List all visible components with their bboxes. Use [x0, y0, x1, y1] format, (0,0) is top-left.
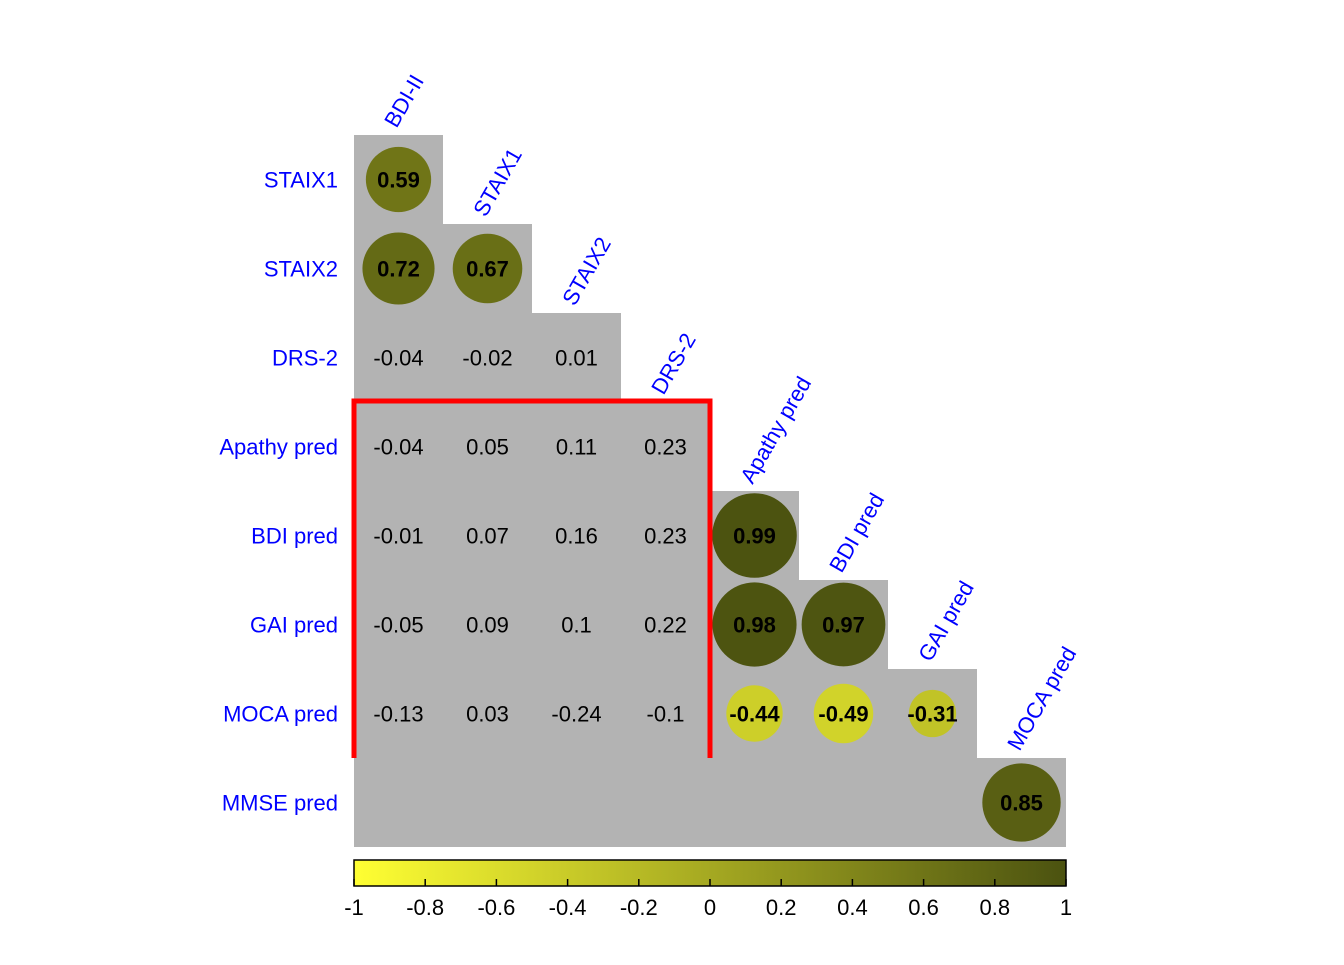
colorbar-tick-label: 0: [704, 895, 716, 920]
cell-moca-pred-gai-pred-circle: [908, 689, 957, 738]
cell-bdi-pred-apathy-pred-circle: [712, 493, 797, 578]
colorbar: -1 -0.8 -0.6 -0.4 -0.2 0 0.2 0.4 0.6 0.8 1: [344, 859, 1072, 920]
cell-moca-pred-staix2-label: -0.24: [551, 702, 601, 727]
column-label-gai-pred: GAI pred: [913, 577, 979, 666]
colorbar-tick-label: -0.6: [477, 895, 515, 920]
cell-gai-pred-bdi-pred-label: 0.97: [822, 613, 865, 638]
colorbar-tick-label: 0.4: [837, 895, 868, 920]
cell-moca-pred-gai-pred-label: -0.31: [907, 702, 957, 727]
column-label-staix2: STAIX2: [557, 233, 616, 310]
row-background-gai-pred: [354, 580, 888, 669]
cell-staix1-bdi-ii-label: 0.59: [377, 168, 420, 193]
highlight-bracket: [351, 398, 713, 758]
row-label-staix2: STAIX2: [264, 257, 338, 282]
colorbar-tick-label: 0.2: [766, 895, 797, 920]
cell-staix2-staix1-circle: [452, 233, 523, 304]
cell-moca-pred-drs-2-label: -0.1: [647, 702, 685, 727]
cell-drs-2-staix2-label: 0.01: [555, 346, 598, 371]
cell-staix2-bdi-ii-label: 0.72: [377, 257, 420, 282]
column-label-bdi-pred: BDI pred: [824, 489, 889, 577]
cell-moca-pred-apathy-pred-label: -0.44: [729, 702, 780, 727]
colorbar-tick-label: -0.2: [620, 895, 658, 920]
cell-moca-pred-apathy-pred-circle: [726, 685, 783, 742]
cell-gai-pred-bdi-ii-label: -0.05: [373, 613, 423, 638]
cell-gai-pred-bdi-pred-circle: [801, 582, 886, 667]
cell-mmse-pred-moca-pred-label: 0.85: [1000, 791, 1043, 816]
row-label-gai-pred: GAI pred: [250, 613, 338, 638]
row-label-mmse-pred: MMSE pred: [222, 791, 338, 816]
cell-moca-pred-bdi-pred-circle: [813, 683, 874, 744]
cell-mmse-pred-moca-pred-circle: [982, 763, 1061, 842]
cell-bdi-pred-apathy-pred-label: 0.99: [733, 524, 776, 549]
cell-bdi-pred-drs-2-label: 0.23: [644, 524, 687, 549]
highlight-box: [351, 398, 713, 758]
cell-bdi-pred-staix2-label: 0.16: [555, 524, 598, 549]
column-label-staix1: STAIX1: [468, 144, 527, 221]
cell-apathy-pred-staix1-label: 0.05: [466, 435, 509, 460]
row-background-mmse-pred: [354, 758, 1066, 847]
column-label-bdi-ii: BDI-II: [379, 70, 429, 131]
row-label-bdi-pred: BDI pred: [251, 524, 338, 549]
cell-staix1-bdi-ii-circle: [365, 146, 432, 213]
cell-apathy-pred-staix2-label: 0.11: [556, 435, 597, 460]
row-label-apathy-pred: Apathy pred: [219, 435, 338, 460]
row-background-drs-2: [354, 313, 621, 402]
cell-staix2-bdi-ii-circle: [362, 232, 435, 305]
column-label-apathy-pred: Apathy pred: [735, 372, 816, 487]
cell-drs-2-staix1-label: -0.02: [462, 346, 512, 371]
colorbar-tick-label: 1: [1060, 895, 1072, 920]
cell-moca-pred-bdi-pred-label: -0.49: [818, 702, 868, 727]
cell-drs-2-bdi-ii-label: -0.04: [373, 346, 423, 371]
cell-gai-pred-drs-2-label: 0.22: [644, 613, 687, 638]
cell-staix2-staix1-label: 0.67: [466, 257, 509, 282]
colorbar-tick-label: -1: [344, 895, 364, 920]
cell-moca-pred-bdi-ii-label: -0.13: [373, 702, 423, 727]
row-label-staix1: STAIX1: [264, 168, 338, 193]
cell-gai-pred-staix1-label: 0.09: [466, 613, 509, 638]
row-labels: STAIX1 STAIX2 DRS-2 Apathy pred BDI pred GAI …: [219, 168, 338, 816]
row-label-drs-2: DRS-2: [272, 346, 338, 371]
row-background-apathy-pred: [354, 402, 710, 491]
colorbar-tick-label: 0.6: [908, 895, 939, 920]
cell-gai-pred-apathy-pred-label: 0.98: [733, 613, 776, 638]
colorbar-tick-label: 0.8: [980, 895, 1011, 920]
cells: 0.59 0.72 0.67 -0.04 -0.02 0.01 -0.04 0.05 0.11 0…: [362, 146, 1061, 842]
cell-bdi-pred-staix1-label: 0.07: [466, 524, 509, 549]
cell-apathy-pred-bdi-ii-label: -0.04: [373, 435, 423, 460]
cell-gai-pred-staix2-label: 0.1: [561, 613, 592, 638]
cell-gai-pred-apathy-pred-circle: [712, 582, 797, 667]
cell-apathy-pred-drs-2-label: 0.23: [644, 435, 687, 460]
cell-bdi-pred-bdi-ii-label: -0.01: [373, 524, 423, 549]
cell-moca-pred-staix1-label: 0.03: [466, 702, 509, 727]
column-label-drs-2: DRS-2: [646, 329, 701, 399]
row-label-moca-pred: MOCA pred: [223, 702, 338, 727]
colorbar-tick-label: -0.4: [549, 895, 587, 920]
column-label-moca-pred: MOCA pred: [1002, 642, 1081, 754]
colorbar-tick-label: -0.8: [406, 895, 444, 920]
